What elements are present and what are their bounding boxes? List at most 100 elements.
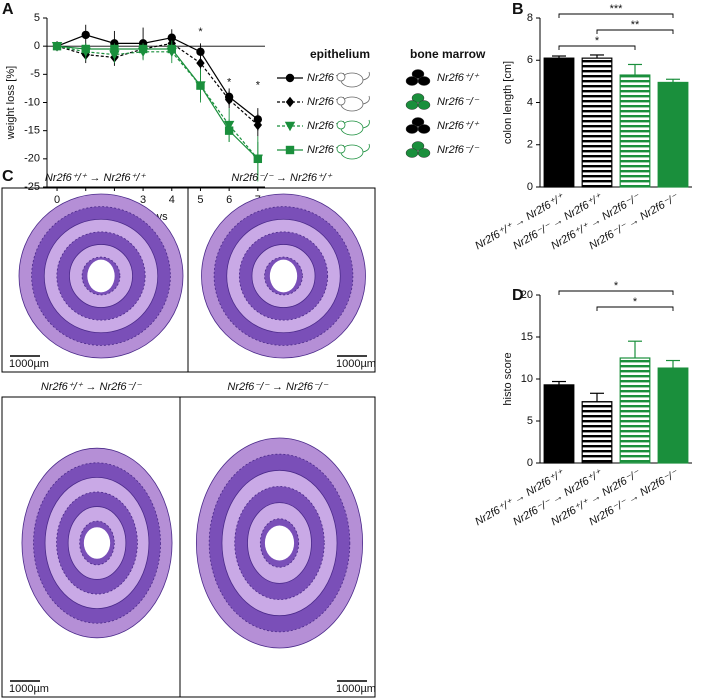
mouse-icon	[362, 119, 370, 129]
significance-label: **	[631, 19, 640, 31]
image-title: Nr2f6⁻/⁻ → Nr2f6⁻/⁻	[227, 381, 328, 393]
marker	[196, 81, 205, 90]
mouse-icon	[336, 144, 346, 154]
x-tick-label: 5	[197, 194, 203, 206]
mouse-icon	[336, 96, 346, 106]
marker	[253, 154, 263, 164]
image-title: Nr2f6⁻/⁻ → Nr2f6⁺/⁺	[231, 172, 332, 184]
y-tick-label: 10	[521, 373, 533, 385]
legend-marker	[285, 145, 295, 155]
significance-label: *	[614, 280, 619, 292]
marker	[224, 94, 234, 105]
significance-label: *	[633, 296, 638, 308]
y-tick-label: -20	[24, 153, 40, 165]
cell-icon	[417, 148, 431, 158]
y-tick-label: 0	[527, 181, 533, 193]
scale-label: 1000µm	[9, 683, 49, 695]
marker	[196, 57, 205, 69]
y-tick-label: 5	[34, 12, 40, 24]
cell-icon	[405, 100, 419, 110]
annotation: *	[227, 77, 232, 89]
marker	[81, 44, 90, 54]
lumen	[269, 259, 298, 293]
bar	[619, 357, 651, 464]
marker	[52, 41, 62, 51]
lumen	[264, 525, 295, 561]
y-axis-label: weight loss [%]	[5, 66, 17, 140]
marker	[167, 44, 176, 54]
panel-label: D	[512, 287, 524, 304]
y-tick-label: 20	[521, 289, 533, 301]
cell-icon	[417, 76, 431, 86]
series-line	[56, 45, 259, 160]
scale-label: 1000µm	[9, 358, 49, 370]
y-tick-label: 8	[527, 12, 533, 24]
series-line	[56, 45, 259, 160]
y-tick-label: 4	[527, 96, 533, 108]
cell-icon	[405, 148, 419, 158]
marker	[110, 44, 119, 54]
legend-label: Nr2f6⁺/⁺	[437, 72, 480, 84]
y-tick-label: 6	[527, 54, 533, 66]
series-line	[56, 42, 259, 126]
y-tick-label: 5	[527, 415, 533, 427]
mouse-icon	[362, 143, 370, 153]
mouse-icon	[336, 72, 346, 82]
mouse-icon	[336, 120, 346, 130]
bar	[657, 81, 689, 188]
panel-label: C	[2, 168, 14, 185]
y-axis-label: histo score	[502, 352, 514, 405]
image-frame	[179, 396, 376, 698]
x-tick-label: 3	[140, 194, 146, 206]
image-title: Nr2f6⁺/⁺ → Nr2f6⁻/⁻	[41, 381, 142, 393]
lumen	[83, 527, 111, 559]
y-tick-label: -15	[24, 125, 40, 137]
marker	[138, 44, 148, 54]
y-tick-label: -10	[24, 96, 40, 108]
significance-bracket	[596, 306, 674, 311]
bar	[581, 57, 613, 188]
cell-icon	[405, 124, 419, 134]
y-tick-label: 2	[527, 139, 533, 151]
series-line	[56, 34, 259, 120]
mouse-icon	[362, 95, 370, 105]
legend-marker	[285, 73, 295, 83]
legend-marker	[285, 96, 295, 108]
mouse-icon	[362, 71, 370, 81]
x-tick-label: 6	[226, 194, 232, 206]
y-tick-label: -25	[24, 181, 40, 193]
scale-label: 1000µm	[336, 683, 376, 695]
legend-marker	[284, 121, 296, 132]
legend-header: bone marrow	[410, 47, 486, 61]
bar	[619, 74, 651, 188]
x-tick-label: 0	[54, 194, 60, 206]
annotation: *	[198, 26, 203, 38]
cell-icon	[405, 76, 419, 86]
cell-icon	[417, 100, 431, 110]
legend-label: Nr2f6⁺/⁺	[437, 120, 480, 132]
significance-bracket	[558, 290, 674, 295]
bar	[543, 57, 575, 188]
y-tick-label: 15	[521, 331, 533, 343]
legend-label: Nr2f6⁻/⁻	[437, 144, 480, 156]
marker	[253, 119, 263, 131]
bar	[581, 401, 613, 464]
panel-label: B	[512, 1, 524, 18]
legend-label: Nr2f6⁻/⁻	[437, 96, 480, 108]
cell-icon	[411, 141, 425, 151]
y-tick-label: 0	[527, 457, 533, 469]
bar	[543, 384, 575, 464]
scale-label: 1000µm	[336, 358, 376, 370]
marker	[81, 30, 90, 40]
x-tick-label: 4	[169, 194, 175, 206]
significance-bracket	[596, 29, 674, 34]
marker	[224, 126, 234, 135]
significance-bracket	[558, 13, 674, 18]
significance-label: *	[595, 35, 600, 47]
bar	[657, 367, 689, 464]
y-tick-label: 0	[34, 40, 40, 52]
cell-icon	[411, 93, 425, 103]
image-title: Nr2f6⁺/⁺ → Nr2f6⁺/⁺	[45, 172, 146, 184]
cell-icon	[411, 117, 425, 127]
